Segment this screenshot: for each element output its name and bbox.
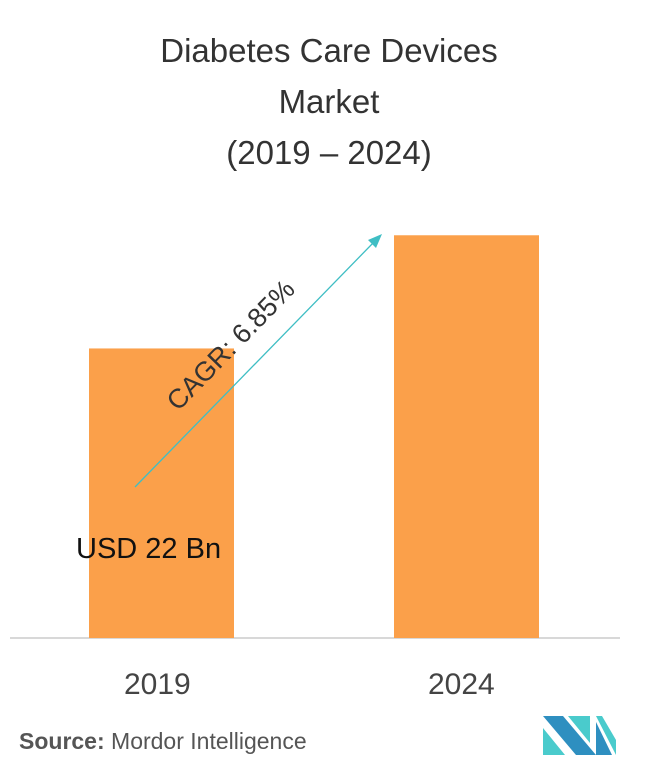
bar-2019: [89, 348, 234, 638]
source-text: Source: Mordor Intelligence: [19, 728, 307, 755]
x-tick-2024: 2024: [428, 668, 495, 701]
data-label-2019: USD 22 Bn: [76, 533, 222, 565]
cagr-arrow-line: [134, 241, 375, 488]
bar-2024: [394, 235, 539, 638]
source-label: Source:: [19, 728, 105, 754]
mordor-logo: [543, 716, 616, 755]
title-line-1: Diabetes Care Devices: [160, 32, 498, 69]
title-line-2: Market: [278, 83, 380, 120]
cagr-arrow-head: [368, 234, 382, 248]
source-value: Mordor Intelligence: [111, 728, 307, 754]
x-tick-2019: 2019: [124, 668, 191, 701]
title-line-3: (2019 – 2024): [226, 134, 432, 171]
